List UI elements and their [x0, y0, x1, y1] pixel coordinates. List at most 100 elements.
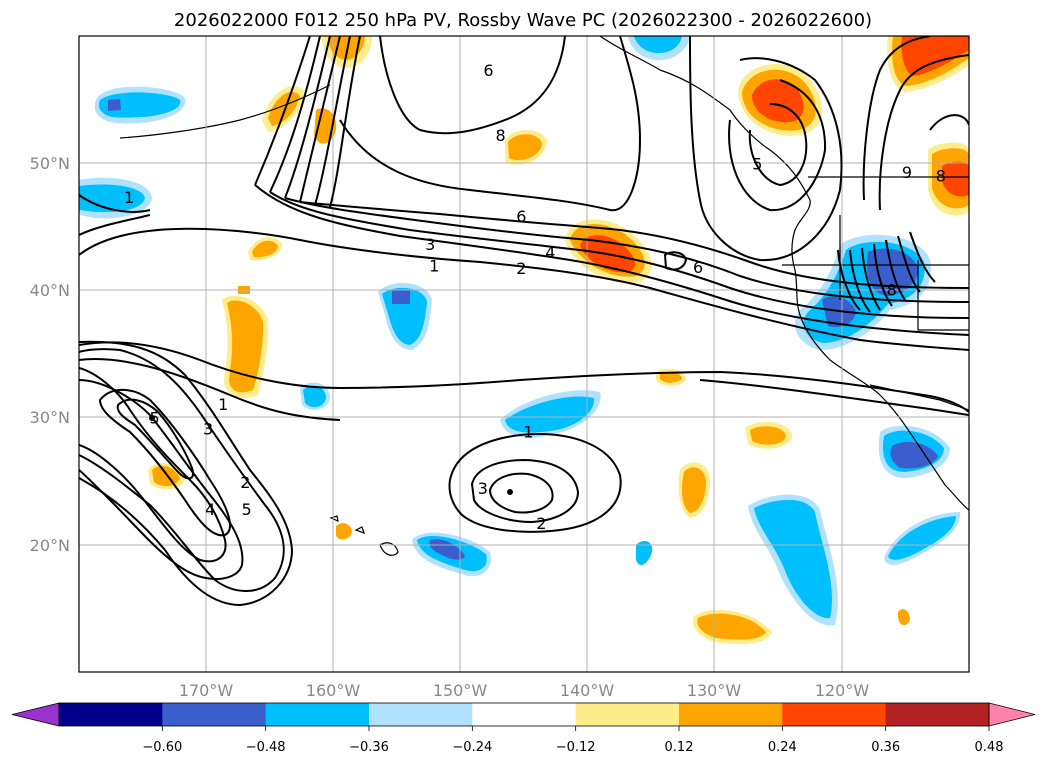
anomaly-positive: [901, 36, 969, 76]
contour-label: 4: [205, 500, 215, 519]
contour-label: 9: [902, 163, 912, 182]
contour-line: [379, 36, 566, 135]
colorbar-tick-label: −0.36: [349, 740, 389, 755]
colorbar-segment: [782, 703, 887, 726]
alaska-coast: [599, 36, 969, 511]
anomaly-positive: [898, 609, 910, 626]
colorbar-tick-label: −0.60: [142, 740, 182, 755]
colorbar: −0.60 −0.48 −0.36 −0.24 −0.12 0.12 0.24 0.36 0.4…: [11, 702, 1036, 755]
contour-line: [79, 341, 969, 413]
colorbar-extend-min: [11, 702, 60, 727]
aleutians: [119, 84, 331, 139]
contour-line: [448, 433, 622, 533]
anomaly-negative: [505, 396, 595, 433]
anomaly-positive: [152, 465, 180, 487]
anomaly-positive: [268, 91, 300, 126]
contour-line: [862, 36, 931, 201]
lon-label-160w: 160°W: [306, 681, 361, 700]
colorbar-segment: [472, 703, 577, 726]
anomaly-positive: [660, 371, 682, 383]
contour-line: [861, 247, 881, 311]
contour-line: [79, 340, 294, 607]
contour-line: [470, 458, 580, 524]
contour-label: 6: [693, 258, 703, 277]
contour-line: [79, 227, 969, 351]
contour-line: [98, 388, 231, 537]
colorbar-tick-label: −0.12: [556, 740, 596, 755]
longitude-labels: 170°W 160°W 150°W 140°W 130°W 120°W: [179, 681, 870, 700]
anomaly-positive: [508, 134, 542, 161]
contour-line: [909, 231, 936, 283]
colorbar-tick-label: 0.24: [768, 740, 797, 755]
anomaly-negative: [303, 385, 326, 408]
anomaly-negative: [754, 499, 833, 619]
contour-line: [116, 398, 194, 480]
contour-line: [699, 379, 969, 416]
gridlines: [79, 36, 969, 672]
contour-line: [329, 36, 361, 208]
contour-line: [728, 79, 827, 212]
contour-label: 2: [240, 473, 250, 492]
contour-line: [254, 36, 311, 186]
anomaly-positive: [227, 300, 264, 393]
anomaly-positive: [252, 240, 278, 258]
anomaly-positive: [682, 467, 706, 513]
contour-line: [79, 379, 244, 581]
hawaii-coast: [354, 526, 365, 535]
contour-line: [79, 194, 151, 213]
colorbar-segment: [369, 703, 473, 726]
anomaly-negative: [429, 538, 465, 560]
contour-line: [878, 54, 969, 211]
contour-line: [897, 235, 921, 293]
anomaly-negative: [392, 290, 410, 304]
lon-label-130w: 130°W: [687, 681, 742, 700]
anomaly-negative: [634, 36, 682, 54]
contour-label: 4: [545, 243, 555, 262]
colorbar-segment: [265, 703, 370, 726]
colorbar-segment: [575, 703, 680, 726]
contour-label: 6: [516, 207, 526, 226]
lat-label-20: 20°N: [30, 536, 70, 555]
contour-line: [663, 251, 688, 271]
contour-label: 5: [752, 154, 762, 173]
contour-label: 8: [887, 280, 897, 299]
contour-line: [849, 249, 871, 313]
contour-line: [689, 36, 843, 262]
hawaii-coast: [379, 542, 399, 556]
contour-label: 1: [124, 188, 134, 207]
contour-line: [284, 36, 331, 199]
anomaly-negative: [79, 184, 145, 213]
contour-label: 1: [429, 257, 439, 276]
contour-label: 2: [516, 259, 526, 278]
lat-label-50: 50°N: [30, 154, 70, 173]
contour-label: 2: [536, 514, 546, 533]
colorbar-tick-label: −0.24: [452, 740, 492, 755]
lon-label-140w: 140°W: [560, 681, 615, 700]
rossby-wave-contours: [79, 36, 969, 607]
contour-line: [837, 249, 861, 311]
contour-label: 8: [496, 126, 506, 145]
contour-line: [79, 214, 151, 236]
colorbar-tick-label: 0.36: [871, 740, 900, 755]
anomaly-positive: [942, 161, 969, 197]
contour-line: [269, 36, 321, 193]
contour-label: 3: [478, 479, 488, 498]
contour-label: 1: [218, 395, 228, 414]
anomaly-negative: [636, 540, 653, 566]
contour-line: [299, 201, 969, 289]
map-title: 2026022000 F012 250 hPa PV, Rossby Wave …: [174, 10, 872, 31]
contour-label: 1: [523, 423, 533, 442]
latitude-labels: 50°N 40°N 30°N 20°N: [30, 154, 70, 555]
contour-center: [149, 415, 155, 421]
anomaly-negative: [888, 516, 956, 560]
contour-line: [314, 36, 351, 206]
contour-label: 8: [936, 166, 946, 185]
contour-line: [873, 243, 893, 307]
border-state: [917, 260, 969, 331]
contour-line: [284, 197, 969, 303]
colorbar-tick-label: −0.48: [246, 740, 286, 755]
contour-line: [79, 348, 285, 592]
